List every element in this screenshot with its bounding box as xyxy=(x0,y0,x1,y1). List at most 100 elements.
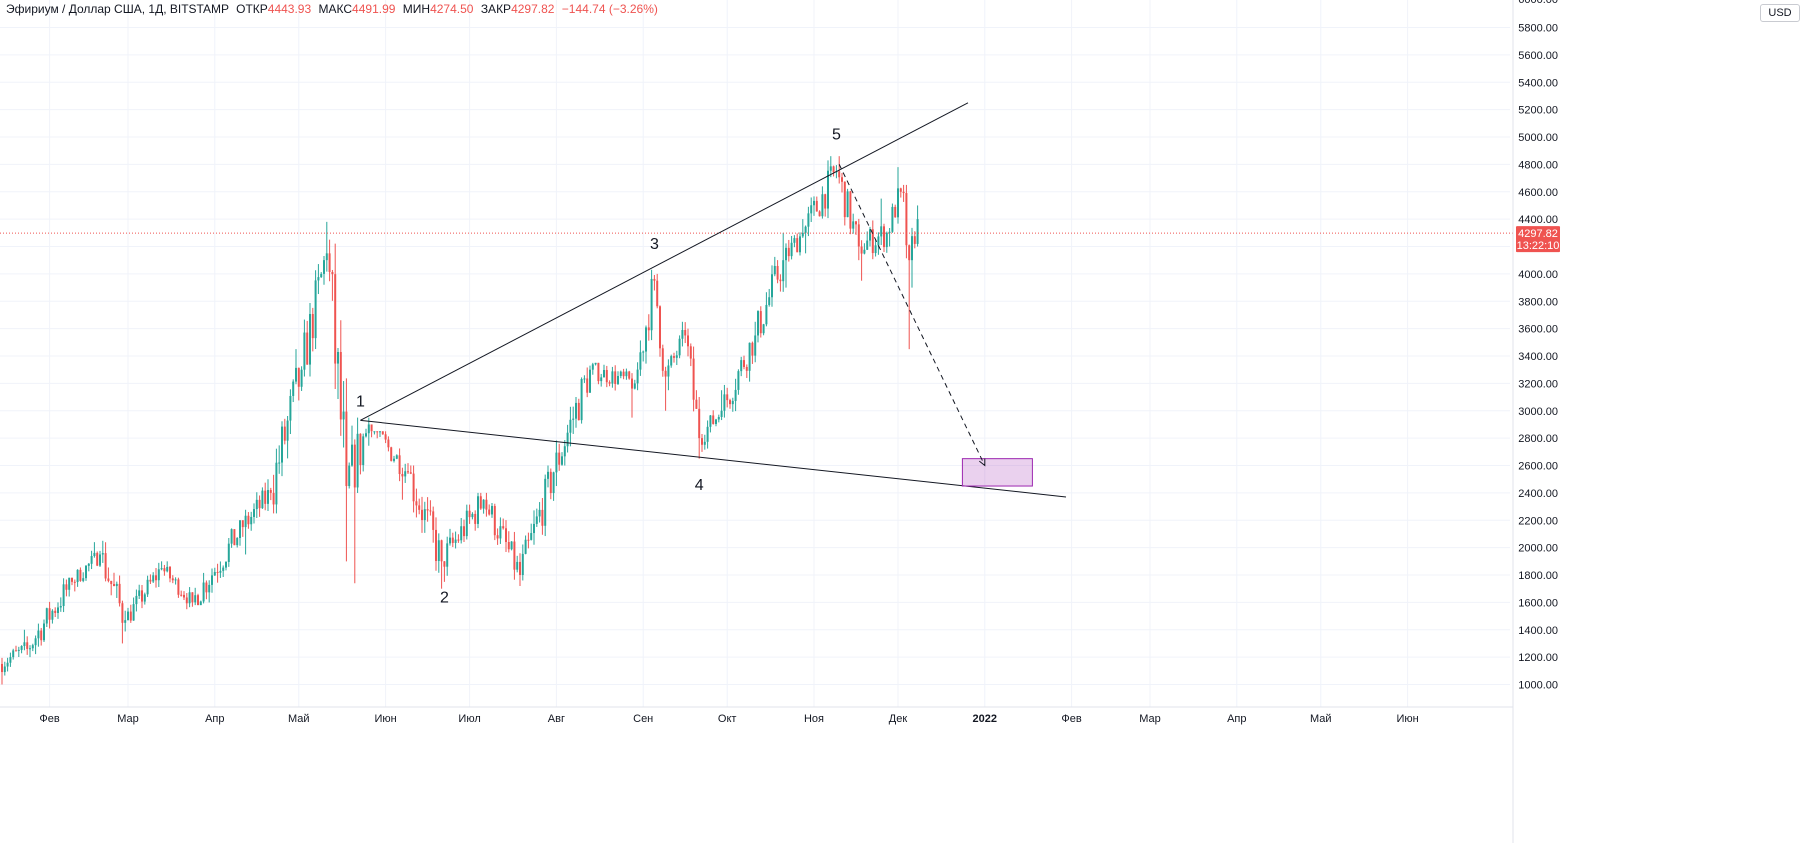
candle xyxy=(782,232,785,292)
candle xyxy=(594,362,597,366)
candle xyxy=(45,607,48,627)
candle xyxy=(146,575,149,597)
candle-body xyxy=(807,213,810,227)
candle xyxy=(642,350,645,362)
candle-body xyxy=(264,490,267,504)
candle xyxy=(129,604,132,623)
candle-body xyxy=(216,571,219,573)
candle-body xyxy=(577,402,580,421)
candle xyxy=(171,575,174,584)
candle-body xyxy=(306,332,309,365)
candle xyxy=(421,496,423,533)
candle xyxy=(675,350,678,366)
candle-body xyxy=(183,594,185,598)
candle-body xyxy=(776,265,779,280)
candle xyxy=(93,542,96,558)
candle-body xyxy=(477,496,479,524)
candle-body xyxy=(541,509,544,526)
candle-body xyxy=(267,490,269,504)
candle xyxy=(104,542,107,582)
candle xyxy=(29,645,31,658)
candle xyxy=(300,366,303,391)
candle-body xyxy=(768,297,771,305)
x-tick-label: Мар xyxy=(1139,713,1161,725)
candle-body xyxy=(734,389,737,401)
candle xyxy=(113,572,115,587)
candle-body xyxy=(645,327,647,352)
candle xyxy=(521,544,524,581)
candle-body xyxy=(412,473,415,502)
candle xyxy=(26,636,29,655)
candle xyxy=(258,495,261,517)
candle-body xyxy=(387,439,390,448)
candle xyxy=(247,512,250,529)
candle-body xyxy=(90,556,93,564)
candle-body xyxy=(493,506,496,536)
candle-body xyxy=(37,630,40,639)
candle xyxy=(757,310,759,343)
candle-body xyxy=(642,351,645,353)
candle-body xyxy=(821,194,824,217)
candle xyxy=(398,448,401,482)
candle-body xyxy=(281,426,283,463)
candle xyxy=(572,406,575,434)
candle xyxy=(199,600,202,606)
candle xyxy=(852,213,855,234)
candle xyxy=(687,328,689,357)
candle xyxy=(899,187,902,198)
candle xyxy=(499,517,502,544)
y-tick-label: 3000.00 xyxy=(1518,406,1558,418)
candle-body xyxy=(681,330,684,339)
candle-body xyxy=(320,273,323,278)
candle-body xyxy=(563,446,566,457)
candle-body xyxy=(17,649,20,651)
candle xyxy=(390,446,393,462)
high-value: 4491.99 xyxy=(352,2,396,16)
candle xyxy=(813,196,815,216)
candle-body xyxy=(709,415,712,427)
candle xyxy=(563,440,566,466)
candle-body xyxy=(59,606,62,608)
candle xyxy=(807,206,810,237)
candle xyxy=(62,578,65,613)
candle xyxy=(180,590,183,597)
candle-body xyxy=(661,348,664,371)
candle xyxy=(328,239,331,282)
candle-body xyxy=(297,367,300,387)
candle-body xyxy=(869,229,871,241)
candle-body xyxy=(653,278,656,281)
candle-body xyxy=(115,583,118,587)
x-tick-label: Июн xyxy=(374,713,396,725)
candle xyxy=(227,537,230,567)
candle-body xyxy=(793,238,796,243)
candle xyxy=(908,244,911,350)
candle xyxy=(54,607,57,618)
candle xyxy=(51,609,54,624)
candle xyxy=(759,306,762,338)
candle xyxy=(401,467,404,500)
candle-body xyxy=(303,332,306,370)
y-tick-label: 2800.00 xyxy=(1518,433,1558,445)
candle xyxy=(496,528,499,545)
candle xyxy=(622,368,625,380)
currency-button[interactable]: USD xyxy=(1760,4,1800,22)
candle-body xyxy=(852,221,855,229)
symbol-title[interactable]: Эфириум / Доллар США, 1Д, BITSTAMP xyxy=(6,2,229,16)
candle-body xyxy=(373,431,376,433)
candle xyxy=(874,239,877,257)
target-zone xyxy=(961,458,1033,487)
candle-body xyxy=(157,569,160,581)
candle xyxy=(698,397,701,459)
candle xyxy=(152,572,155,584)
candle-body xyxy=(314,280,317,339)
candle xyxy=(57,602,59,619)
change-value: −144.74 (−3.26%) xyxy=(561,2,658,16)
candle xyxy=(667,359,670,391)
candle xyxy=(678,335,681,359)
candle xyxy=(331,269,334,301)
candle xyxy=(647,314,650,341)
candle-body xyxy=(712,415,715,424)
candle xyxy=(135,589,138,612)
